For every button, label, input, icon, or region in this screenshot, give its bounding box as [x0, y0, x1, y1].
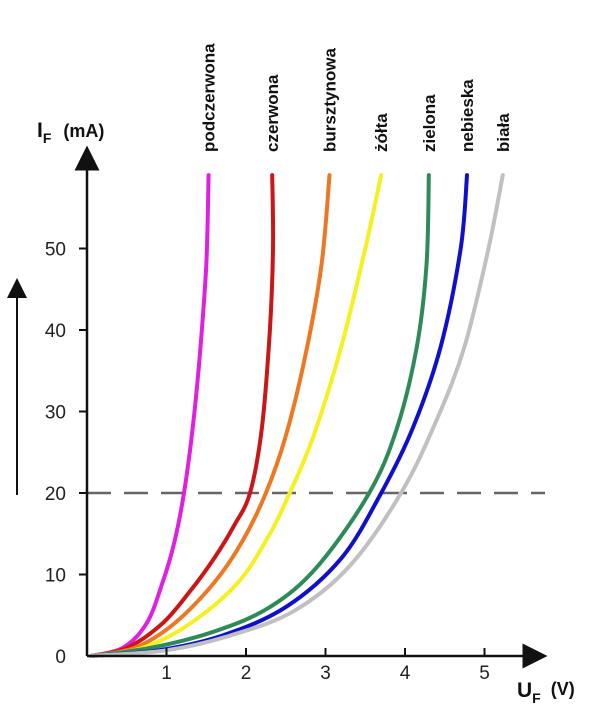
series-label-nebieska: nebieska [458, 79, 477, 152]
x-ticks: 1 2 3 4 5 [161, 648, 490, 684]
series-label-zielona: zielona [420, 94, 439, 152]
curve-zielona [89, 173, 431, 658]
series-labels: podczerwona czerwona bursztynowa żółta zielo… [200, 43, 513, 152]
series-label-podczerwona: podczerwona [200, 43, 219, 152]
curve-bia-a [89, 173, 505, 658]
curve-podczerwona [89, 173, 211, 658]
y-tick-label: 10 [45, 566, 66, 587]
series-curves [89, 173, 505, 658]
series-label-czerwona: czerwona [263, 74, 282, 152]
x-tick-label: 4 [400, 663, 411, 684]
y-axis-title: IF (mA) [37, 119, 104, 146]
y-tick-label: 40 [45, 321, 66, 342]
series-label-bursztynowa: bursztynowa [320, 48, 339, 152]
curve-bursztynowa [89, 173, 332, 658]
curve-z-o-ta [89, 173, 384, 658]
series-label-bia-a: biała [494, 113, 513, 152]
y-ticks: 0 10 20 30 40 50 [45, 240, 87, 668]
x-tick-label: 3 [320, 663, 331, 684]
series-label-z-o-ta: żółta [372, 113, 391, 152]
curve-czerwona [89, 173, 276, 658]
y-tick-label: 30 [45, 403, 66, 424]
x-tick-label: 5 [479, 663, 490, 684]
x-axis-title: UF (V) [517, 679, 575, 706]
x-tick-label: 2 [241, 663, 252, 684]
x-tick-label: 1 [161, 663, 172, 684]
y-tick-label: 50 [45, 240, 66, 261]
curve-nebieska [89, 173, 469, 658]
y-tick-label: 20 [45, 484, 66, 505]
y-tick-label: 0 [55, 647, 66, 668]
